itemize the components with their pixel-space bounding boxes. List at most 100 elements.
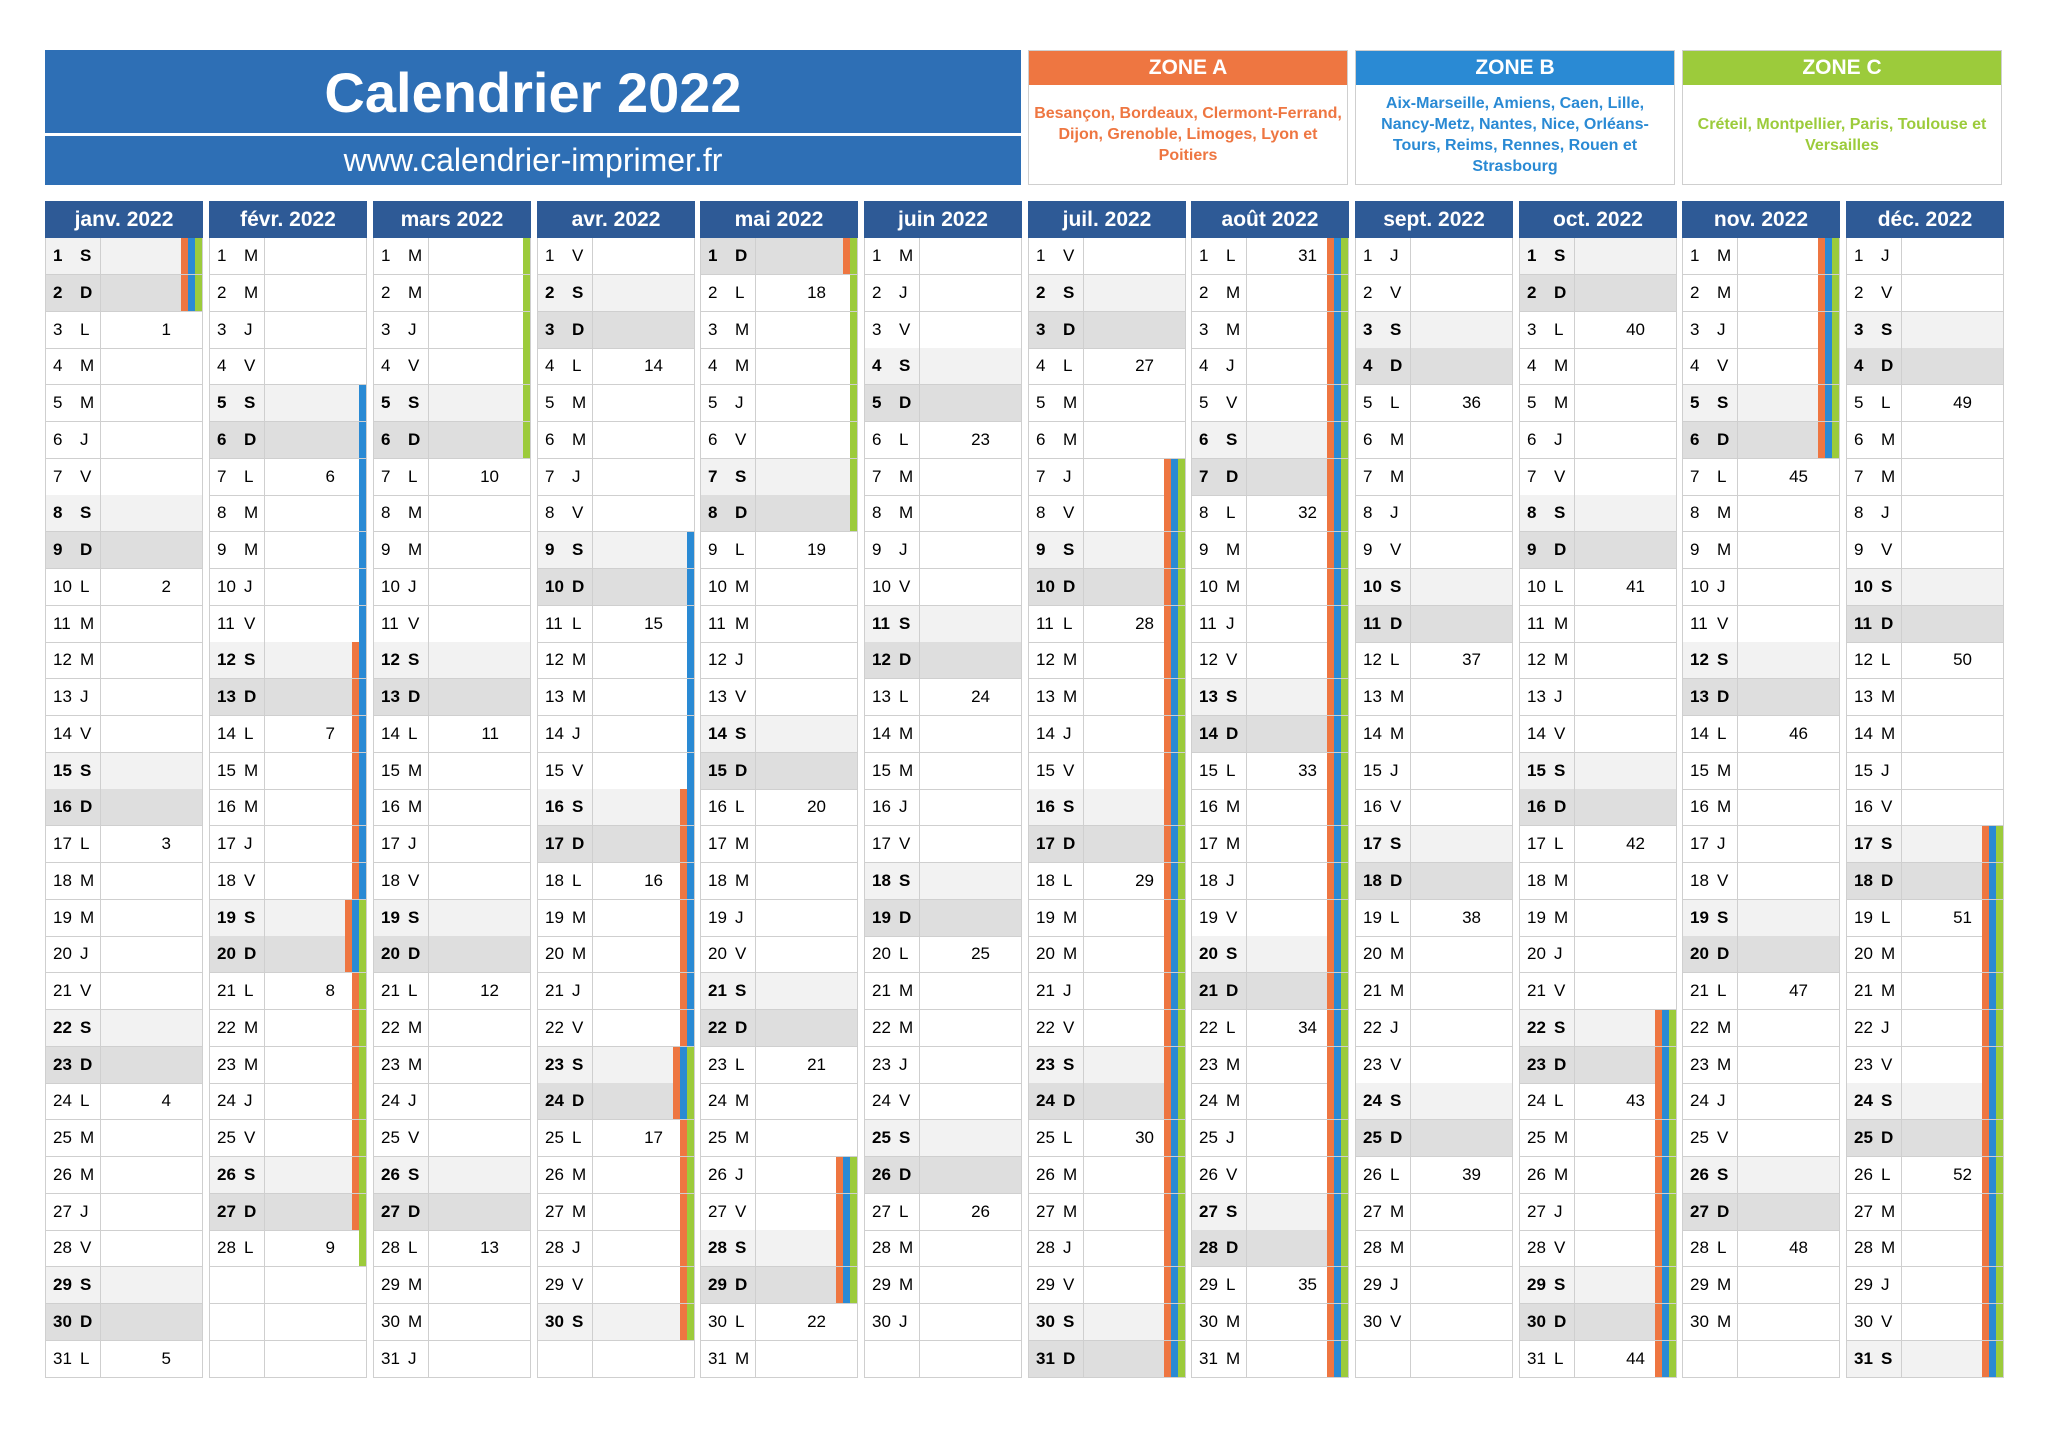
- day-row[interactable]: 24 L 43: [1519, 1083, 1677, 1121]
- day-row[interactable]: 27 D: [209, 1193, 367, 1231]
- day-row[interactable]: 16 J: [864, 789, 1022, 827]
- day-row[interactable]: 15 D: [700, 752, 858, 790]
- day-row[interactable]: 23 M: [209, 1046, 367, 1084]
- day-row[interactable]: 29 M: [373, 1267, 531, 1304]
- day-row[interactable]: 14 J: [537, 715, 695, 753]
- day-row[interactable]: 31 M: [1191, 1340, 1349, 1378]
- day-row[interactable]: 30 M: [1191, 1303, 1349, 1341]
- day-row[interactable]: 31 L 44: [1519, 1340, 1677, 1378]
- day-row[interactable]: 10 D: [537, 568, 695, 606]
- day-row[interactable]: 27 J: [45, 1193, 203, 1231]
- day-row[interactable]: 11 J: [1191, 605, 1349, 643]
- day-row[interactable]: 19 D: [864, 899, 1022, 937]
- day-row[interactable]: 27 M: [537, 1193, 695, 1231]
- day-row[interactable]: 15 M: [373, 752, 531, 790]
- day-row[interactable]: 27 J: [1519, 1193, 1677, 1231]
- day-row[interactable]: 5 L 49: [1846, 385, 2004, 422]
- day-row[interactable]: 16 S: [537, 789, 695, 827]
- day-row[interactable]: 13 M: [1028, 679, 1186, 716]
- day-row[interactable]: 29 L 35: [1191, 1267, 1349, 1304]
- day-row[interactable]: 18 L 16: [537, 862, 695, 900]
- day-row[interactable]: 13 J: [1519, 679, 1677, 716]
- day-row[interactable]: 16 S: [1028, 789, 1186, 827]
- day-row[interactable]: 22 M: [864, 1009, 1022, 1047]
- day-row[interactable]: 30 M: [1682, 1303, 1840, 1341]
- day-row[interactable]: 15 M: [209, 752, 367, 790]
- day-row[interactable]: 29 V: [537, 1267, 695, 1304]
- day-row[interactable]: 10 J: [373, 568, 531, 606]
- day-row[interactable]: 22 M: [209, 1009, 367, 1047]
- day-row[interactable]: 11 D: [1846, 605, 2004, 643]
- day-row[interactable]: 16 V: [1355, 789, 1513, 827]
- day-row[interactable]: 15 J: [1846, 752, 2004, 790]
- day-row[interactable]: 13 V: [700, 679, 858, 716]
- day-row[interactable]: 14 M: [1355, 715, 1513, 753]
- day-row[interactable]: 18 D: [1846, 862, 2004, 900]
- day-row[interactable]: 30 S: [1028, 1303, 1186, 1341]
- day-row[interactable]: 14 M: [864, 715, 1022, 753]
- day-row[interactable]: 17 D: [1028, 826, 1186, 863]
- day-row[interactable]: 28 M: [1846, 1230, 2004, 1268]
- day-row[interactable]: 26 D: [864, 1156, 1022, 1194]
- day-row[interactable]: 8 L 32: [1191, 495, 1349, 533]
- day-row[interactable]: 14 L 46: [1682, 715, 1840, 753]
- day-row[interactable]: 17 L 42: [1519, 826, 1677, 863]
- day-row[interactable]: 17 J: [373, 826, 531, 863]
- day-row[interactable]: 26 J: [700, 1156, 858, 1194]
- day-row[interactable]: 4 L 14: [537, 348, 695, 386]
- day-row[interactable]: 15 S: [45, 752, 203, 790]
- day-row[interactable]: 20 M: [537, 936, 695, 974]
- day-row[interactable]: 21 M: [1846, 973, 2004, 1010]
- day-row[interactable]: 20 M: [1028, 936, 1186, 974]
- day-row[interactable]: 13 M: [1355, 679, 1513, 716]
- day-row[interactable]: 19 M: [1028, 899, 1186, 937]
- day-row[interactable]: 13 L 24: [864, 679, 1022, 716]
- day-row[interactable]: 20 J: [1519, 936, 1677, 974]
- day-row[interactable]: 14 L 11: [373, 715, 531, 753]
- day-row[interactable]: 15 J: [1355, 752, 1513, 790]
- day-row[interactable]: 11 M: [1519, 605, 1677, 643]
- day-row[interactable]: 30 S: [537, 1303, 695, 1341]
- day-row[interactable]: 19 M: [1519, 899, 1677, 937]
- day-row[interactable]: 21 J: [537, 973, 695, 1010]
- day-row[interactable]: 12 V: [1191, 642, 1349, 680]
- day-row[interactable]: 22 S: [1519, 1009, 1677, 1047]
- day-row[interactable]: 21 M: [864, 973, 1022, 1010]
- day-row[interactable]: 31 D: [1028, 1340, 1186, 1378]
- day-row[interactable]: 18 M: [45, 862, 203, 900]
- day-row[interactable]: 23 D: [1519, 1046, 1677, 1084]
- day-row[interactable]: 24 D: [1028, 1083, 1186, 1121]
- day-row[interactable]: 29 J: [1846, 1267, 2004, 1304]
- day-row[interactable]: 9 L 19: [700, 532, 858, 569]
- day-row[interactable]: 17 V: [864, 826, 1022, 863]
- day-row[interactable]: 21 L 47: [1682, 973, 1840, 1010]
- day-row[interactable]: 30 D: [45, 1303, 203, 1341]
- day-row[interactable]: 11 D: [1355, 605, 1513, 643]
- day-row[interactable]: 28 M: [1355, 1230, 1513, 1268]
- day-row[interactable]: 11 V: [373, 605, 531, 643]
- day-row[interactable]: 28 S: [700, 1230, 858, 1268]
- day-row[interactable]: 17 M: [1191, 826, 1349, 863]
